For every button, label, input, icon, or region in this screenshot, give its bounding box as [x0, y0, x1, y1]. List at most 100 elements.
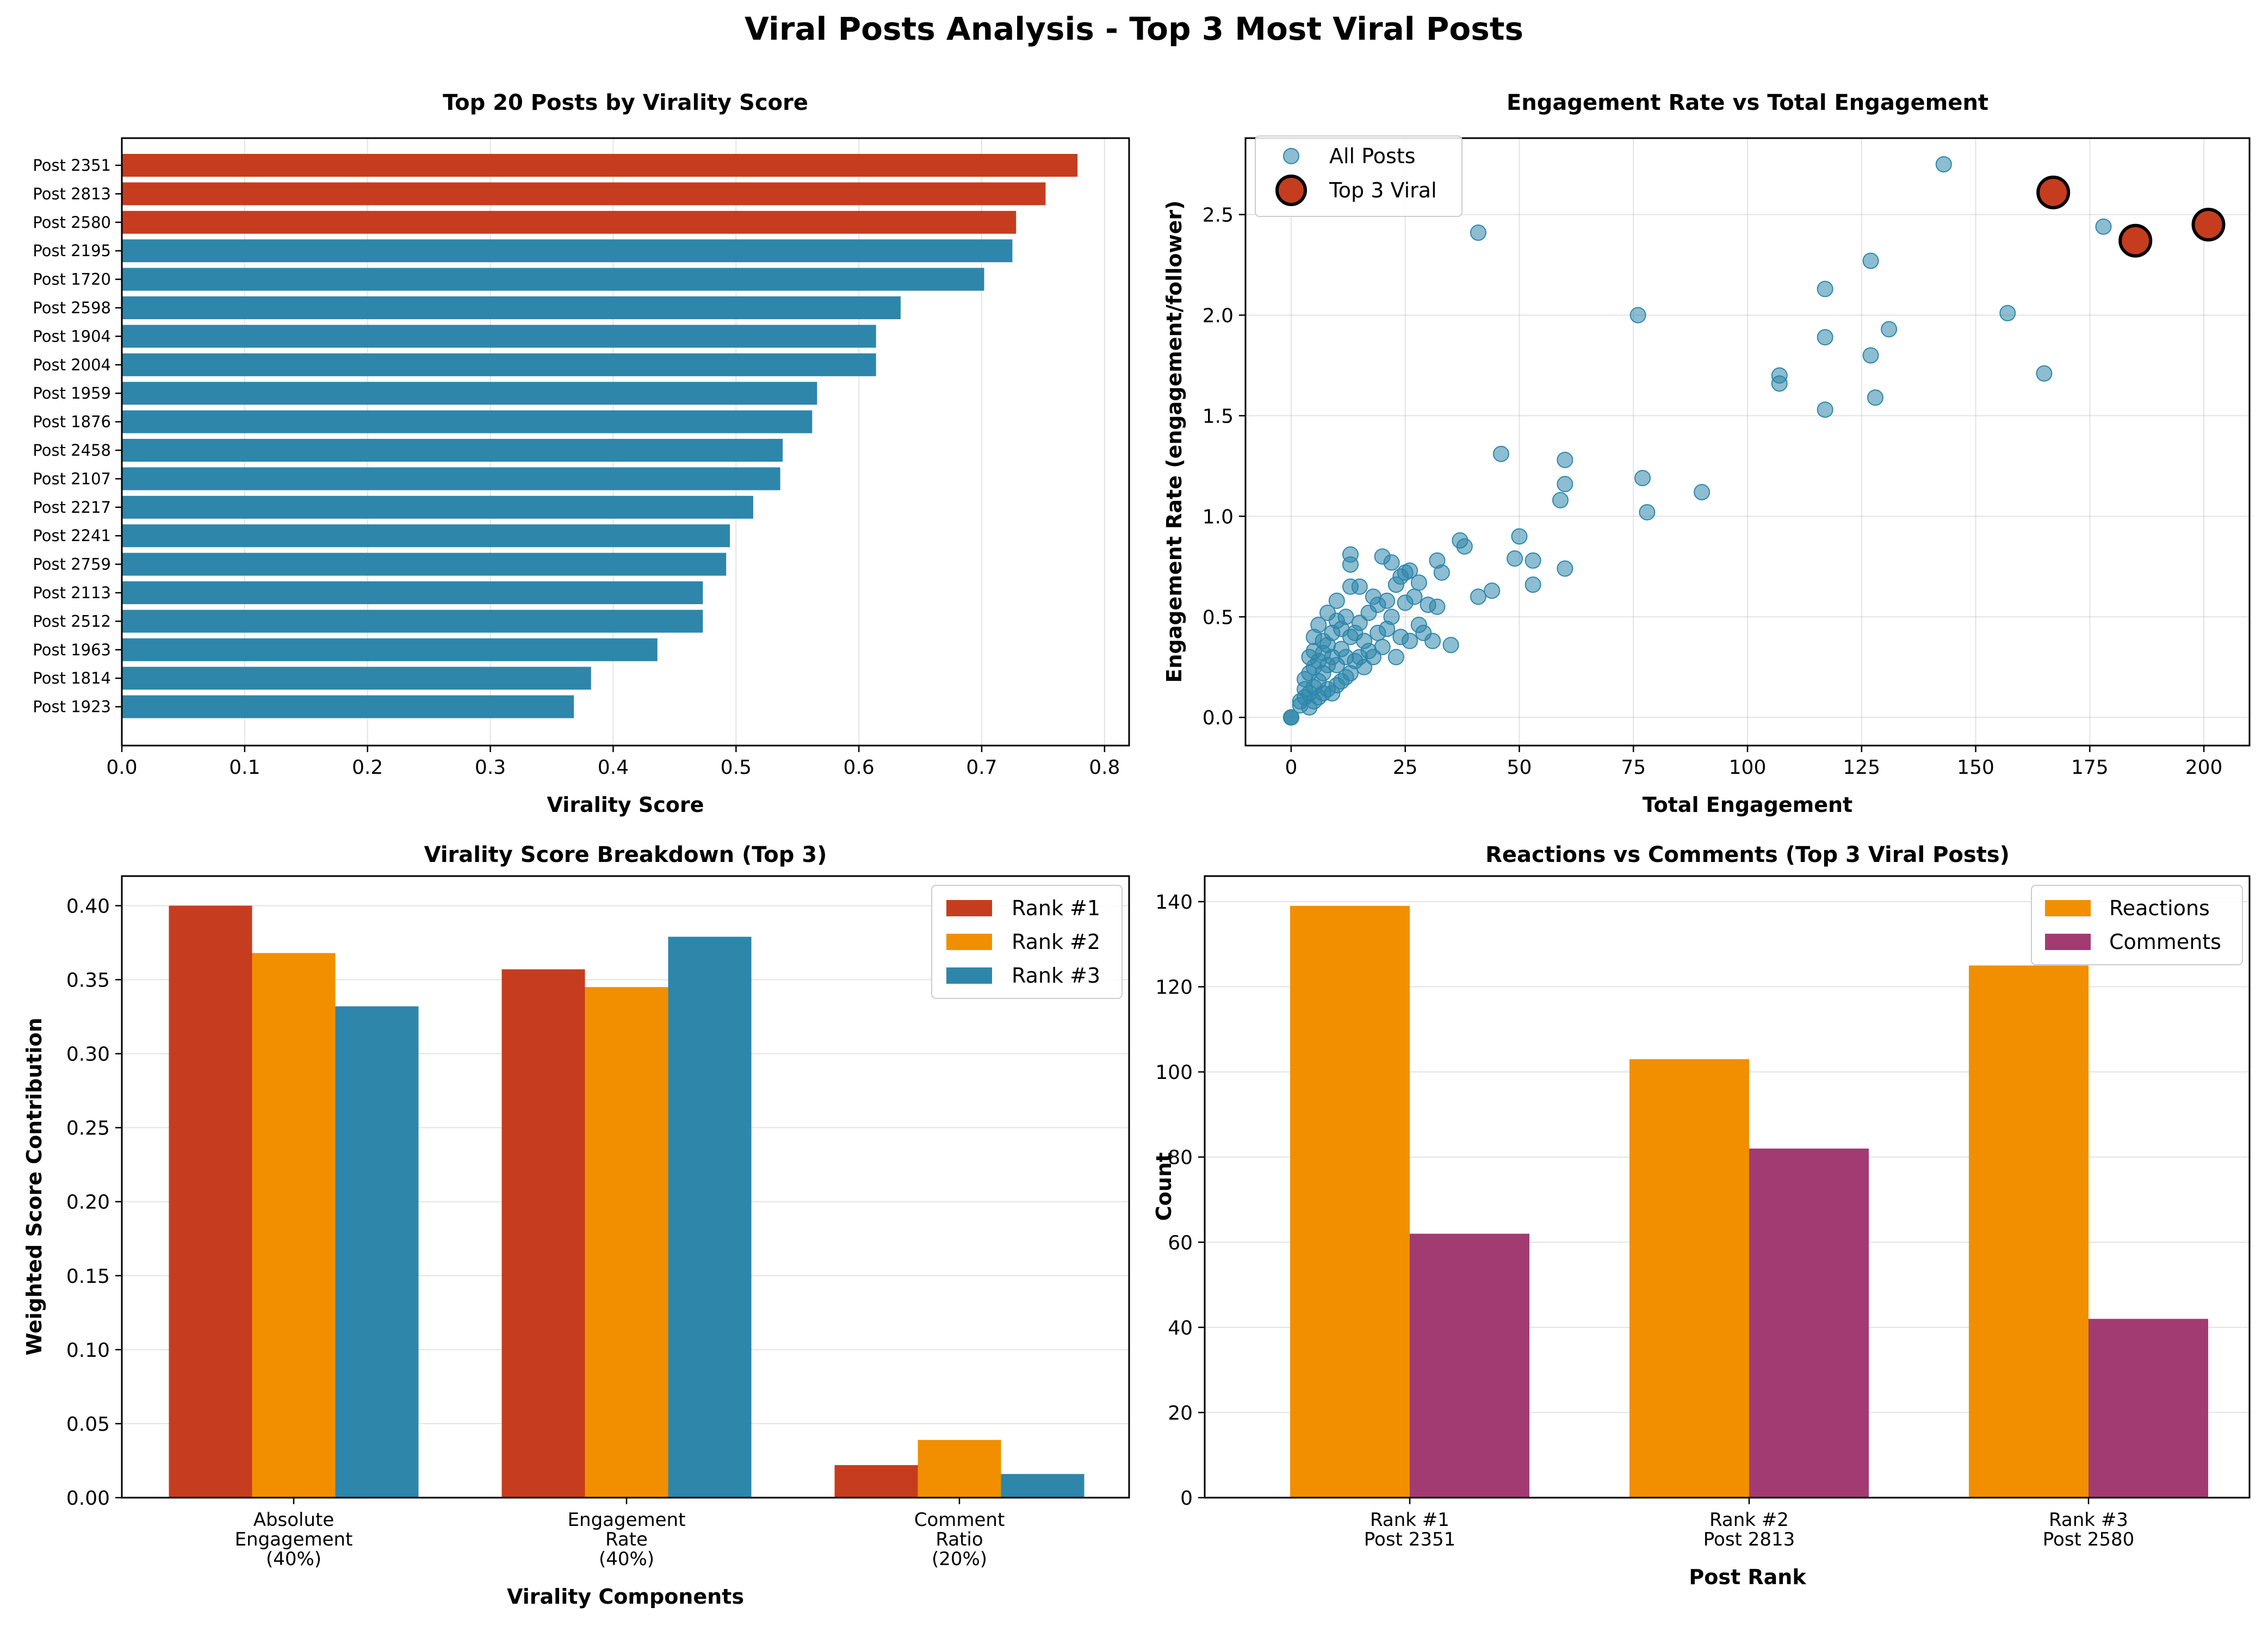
x-tick-label: 0.6: [843, 756, 874, 779]
y-tick-label: Post 2195: [33, 241, 111, 260]
x-tick-label: Engagement Rate (40%): [568, 1509, 686, 1570]
scatter-point: [1817, 329, 1833, 346]
bar: [122, 210, 1017, 234]
scatter-point: [1817, 281, 1833, 297]
bar: [122, 154, 1078, 177]
scatter-point: [2095, 218, 2112, 235]
x-tick-label: 0.8: [1089, 756, 1120, 779]
scatter-point: [1484, 582, 1501, 599]
bar: [122, 296, 901, 319]
bar: [585, 987, 668, 1498]
scatter-point: [1862, 252, 1879, 269]
y-tick-label: 0.40: [66, 895, 110, 917]
bar: [122, 638, 658, 661]
legend-label-rank1: Rank #1: [1012, 896, 1100, 920]
x-tick-label: 75: [1621, 756, 1646, 779]
x-tick-label: 0.3: [475, 756, 506, 779]
bar: [1969, 965, 2089, 1498]
bar: [2089, 1319, 2208, 1498]
x-tick-label: 0.5: [721, 756, 752, 779]
y-tick-label: 0.15: [66, 1265, 110, 1288]
y-tick-label: 0.00: [66, 1487, 110, 1510]
y-tick-label: 2.5: [1203, 204, 1234, 227]
bar: [122, 695, 574, 718]
panel-score-breakdown: Virality Score Breakdown (Top 3) 0.00 0.0…: [22, 842, 1130, 1609]
x-tick-label: 0: [1285, 756, 1297, 779]
y-tick-label: 0.25: [66, 1118, 110, 1140]
panel1-axes-frame: [121, 137, 1130, 747]
panel3-xlabel: Virality Components: [507, 1585, 744, 1609]
scatter-point: [1867, 389, 1883, 406]
scatter-point: [1342, 546, 1359, 563]
scatter-point: [1771, 375, 1788, 392]
x-tick-label: Rank #1 Post 2351: [1364, 1509, 1455, 1550]
top3-point: [2191, 208, 2226, 242]
y-tick-label: 80: [1168, 1147, 1193, 1169]
legend-label-rank3: Rank #3: [1012, 964, 1100, 988]
legend-label-top3: Top 3 Viral: [1329, 178, 1437, 202]
bar: [122, 439, 783, 462]
x-tick-label: 0.1: [229, 756, 260, 779]
bar: [1410, 1233, 1529, 1498]
y-tick-label: Post 2113: [33, 584, 111, 602]
x-tick-label: 150: [1957, 756, 1994, 779]
scatter-point: [1507, 550, 1523, 567]
bar: [668, 936, 752, 1498]
bar: [122, 382, 817, 405]
scatter-point: [1552, 492, 1569, 508]
bar: [122, 553, 727, 576]
scatter-point: [1429, 598, 1446, 615]
bar: [122, 467, 780, 491]
x-tick-label: 0.0: [106, 756, 137, 779]
bar: [1001, 1474, 1085, 1498]
scatter-point: [1282, 709, 1299, 726]
y-tick-label: Post 2759: [33, 555, 111, 574]
scatter-point: [1328, 592, 1345, 609]
x-tick-label: 25: [1393, 756, 1418, 779]
bar: [122, 239, 1013, 263]
scatter-point: [1374, 638, 1391, 655]
bar: [918, 1439, 1001, 1498]
bar: [122, 353, 876, 376]
scatter-point: [1525, 552, 1541, 569]
y-tick-label: 0.20: [66, 1191, 110, 1214]
y-tick-label: 40: [1168, 1317, 1193, 1339]
panel2-xlabel: Total Engagement: [1643, 793, 1852, 817]
scatter-point: [1492, 445, 1509, 462]
y-tick-label: 120: [1155, 977, 1193, 999]
scatter-point: [1557, 476, 1573, 493]
scatter-point: [1694, 483, 1711, 500]
legend-label-comments: Comments: [2109, 930, 2221, 954]
panel4-axes-frame: [1204, 875, 2251, 1499]
y-tick-label: 0.10: [66, 1339, 110, 1362]
bar: [122, 667, 591, 690]
y-tick-label: Post 1814: [33, 669, 111, 687]
scatter-point: [1881, 321, 1898, 338]
y-tick-label: Post 1959: [33, 384, 111, 402]
legend-label-all-posts: All Posts: [1329, 144, 1416, 168]
scatter-point: [1365, 649, 1381, 666]
scatter-point: [1442, 637, 1459, 654]
scatter-point: [1424, 632, 1441, 649]
bar: [122, 524, 730, 548]
bar: [1290, 905, 1410, 1498]
x-tick-label: 125: [1843, 756, 1880, 779]
scatter-point: [1999, 305, 2016, 321]
scatter-point: [1356, 659, 1373, 675]
x-tick-label: Rank #3 Post 2580: [2043, 1509, 2134, 1550]
y-tick-label: Post 2004: [33, 356, 111, 374]
y-tick-label: 140: [1155, 891, 1193, 914]
scatter-point: [1639, 504, 1656, 520]
y-tick-label: Post 2458: [33, 441, 111, 460]
y-tick-label: Post 1720: [33, 270, 111, 289]
y-tick-label: 0.30: [66, 1044, 110, 1066]
legend-swatch-rank1: [946, 900, 992, 916]
x-tick-label: 0.7: [966, 756, 997, 779]
top3-point: [2036, 175, 2071, 209]
panel1-xlabel: Virality Score: [547, 793, 704, 817]
legend-swatch-comments: [2045, 934, 2091, 950]
scatter-point: [1351, 578, 1368, 595]
x-tick-label: Rank #2 Post 2813: [1703, 1509, 1795, 1550]
scatter-point: [1402, 562, 1418, 579]
